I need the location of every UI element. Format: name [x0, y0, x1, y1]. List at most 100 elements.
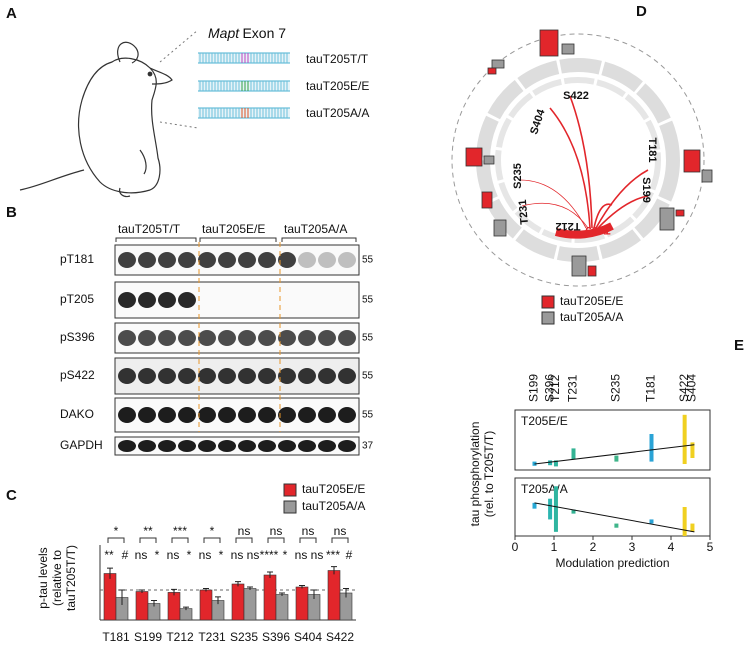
- bar: [327, 570, 341, 621]
- blot-band: [278, 440, 296, 452]
- blot-band: [198, 368, 216, 384]
- site-label: S404: [685, 374, 699, 402]
- x-tick-label: S235: [230, 630, 258, 644]
- plot-frame: [514, 409, 711, 471]
- blot-band: [138, 292, 156, 308]
- blot-band: [138, 368, 156, 384]
- error-bar: [119, 589, 125, 605]
- blot-band: [198, 407, 216, 423]
- significance-bracket: [331, 537, 349, 543]
- significance-bracket: [235, 537, 253, 543]
- range-bar: [614, 523, 619, 528]
- significance-bracket: [139, 537, 157, 543]
- site-label: T181: [644, 374, 658, 402]
- blot-band: [158, 368, 176, 384]
- blot-band: [298, 330, 316, 346]
- blots: pT181 55 pT205 55 pS396 55 pS422 55 DAKO 55 GAPDH 3…: [60, 242, 374, 456]
- x-tick-label: T212: [166, 630, 194, 644]
- blot-band: [298, 440, 316, 452]
- blot: [114, 436, 360, 456]
- blot-band: [118, 292, 136, 308]
- blot-band: [238, 330, 256, 346]
- significance: ****: [260, 548, 279, 562]
- x-tick-label: S404: [294, 630, 322, 644]
- bar: [103, 573, 117, 621]
- error-bar: [171, 588, 177, 596]
- range-bar: [649, 434, 654, 462]
- blot-band: [218, 368, 236, 384]
- blot-band: [118, 368, 136, 384]
- site-label: T231: [566, 374, 580, 402]
- significance: ns: [199, 548, 212, 562]
- blot-band: [198, 440, 216, 452]
- error-bar: [235, 581, 241, 587]
- blot-band: [158, 440, 176, 452]
- panel-label: A: [6, 5, 17, 22]
- range-bar: [553, 460, 558, 467]
- genotype: tauT205E/E: [306, 79, 369, 93]
- y-axis-label: tauT205T/T): [64, 545, 78, 611]
- x-tick-label: S396: [262, 630, 290, 644]
- site-label: T231: [517, 199, 531, 225]
- error-bar: [311, 589, 317, 599]
- blot-band: [118, 407, 136, 423]
- blot-band: [218, 440, 236, 452]
- significance: *: [283, 548, 288, 562]
- error-bar: [107, 567, 113, 579]
- blot-band: [138, 440, 156, 452]
- blot-band: [258, 440, 276, 452]
- error-bar: [151, 600, 157, 607]
- blot-band: [118, 252, 136, 268]
- significance-bracket: [267, 537, 285, 543]
- x-tick-label: S422: [326, 630, 354, 644]
- site-label: S422: [563, 90, 589, 102]
- significance: ns: [247, 548, 260, 562]
- error-bar: [299, 585, 305, 589]
- range-bar: [649, 519, 654, 524]
- x-tick-label: T231: [198, 630, 226, 644]
- x-tick-label: 1: [551, 540, 558, 554]
- legend-label: tauT205E/E: [302, 482, 365, 496]
- dna-strands: [198, 52, 290, 119]
- legend-swatch: [283, 500, 297, 514]
- legend-swatch: [541, 295, 555, 309]
- dna-strand: [198, 53, 290, 63]
- mw-marker: 55: [362, 295, 374, 306]
- range-bar: [682, 507, 687, 536]
- blot-band: [338, 330, 356, 346]
- significance: *: [155, 548, 160, 562]
- significance-bracket: [299, 537, 317, 543]
- bar: [275, 594, 289, 621]
- bar: [179, 608, 193, 621]
- gene: Mapt: [208, 25, 240, 41]
- zoom-line: [159, 121, 199, 129]
- panel-title: T205A/A: [521, 482, 568, 496]
- blot-band: [198, 330, 216, 346]
- blot-band: [238, 440, 256, 452]
- blot-band: [318, 330, 336, 346]
- site-label: T181: [646, 137, 658, 162]
- range-bar: [553, 486, 558, 532]
- site-label: S199: [527, 374, 541, 402]
- x-tick-label: 0: [512, 540, 519, 554]
- blot-label: pT205: [60, 292, 94, 306]
- group-bracket: [115, 237, 357, 242]
- site-label: S235: [512, 163, 524, 189]
- significance-bracket: [171, 537, 189, 543]
- range-bar: [571, 509, 576, 514]
- plot-frame: [514, 477, 711, 537]
- blot-band: [118, 440, 136, 452]
- significance: ns: [295, 548, 308, 562]
- exon: Exon 7: [242, 25, 286, 41]
- site-label: S235: [609, 374, 623, 402]
- panel-label: C: [6, 487, 17, 504]
- significance: ***: [173, 524, 187, 538]
- blot-band: [258, 330, 276, 346]
- mouse-illustration: [19, 41, 173, 198]
- error-bar: [279, 592, 285, 596]
- error-bar: [267, 571, 273, 578]
- blot-label: pT181: [60, 252, 94, 266]
- blot-band: [218, 252, 236, 268]
- x-tick-label: 5: [707, 540, 714, 554]
